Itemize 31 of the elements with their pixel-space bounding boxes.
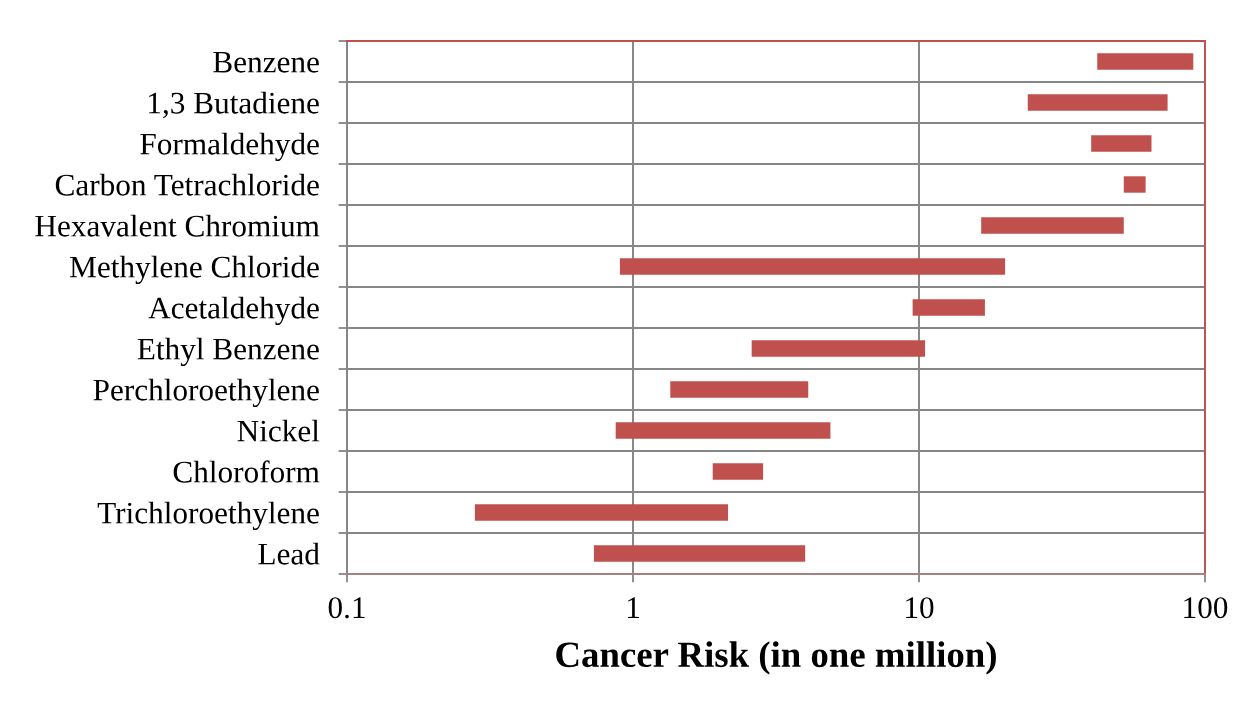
bar xyxy=(1027,94,1168,111)
bar xyxy=(670,381,809,398)
y-tick-label: Benzene xyxy=(213,51,319,73)
bar xyxy=(1091,135,1152,152)
y-tick-label: Trichloroethylene xyxy=(97,501,319,531)
bar xyxy=(593,545,806,562)
y-tick-label: Ethyl Benzene xyxy=(137,337,319,367)
y-tick-label: Acetaldehyde xyxy=(148,296,319,326)
x-tick-label: 10 xyxy=(906,597,934,619)
bar xyxy=(912,299,985,316)
bar xyxy=(712,463,764,480)
bar xyxy=(751,340,926,357)
y-tick-label: Nickel xyxy=(237,419,320,442)
y-tick-label: Hexavalent Chromium xyxy=(35,214,320,237)
bar xyxy=(474,504,729,521)
bar xyxy=(1097,53,1194,70)
x-tick-label: 0.1 xyxy=(328,597,365,619)
bar xyxy=(619,258,1006,275)
y-tick-label: Methylene Chloride xyxy=(70,255,319,285)
x-axis-title: Cancer Risk (in one million) xyxy=(556,641,996,675)
bar xyxy=(981,217,1124,234)
y-tick-label: Perchloroethylene xyxy=(93,378,319,408)
bar xyxy=(615,422,831,439)
y-tick-label: Carbon Tetrachloride xyxy=(55,173,319,196)
y-tick-label: Chloroform xyxy=(173,460,320,483)
bar xyxy=(1123,176,1146,193)
y-tick-label: Formaldehyde xyxy=(140,132,319,162)
x-tick-label: 100 xyxy=(1184,597,1228,619)
x-tick-label: 1 xyxy=(627,597,639,618)
y-tick-label: Lead xyxy=(258,542,320,565)
y-tick-label: 1,3 Butadiene xyxy=(149,91,319,119)
